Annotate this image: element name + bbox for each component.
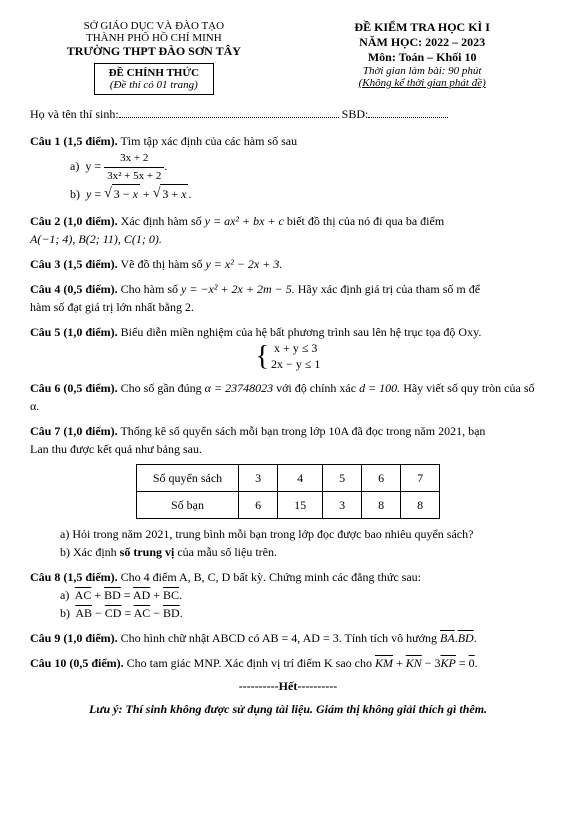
question-9: Câu 9 (1,0 điểm). Cho hình chữ nhật ABCD… bbox=[30, 629, 546, 647]
question-1: Câu 1 (1,5 điểm). Tìm tập xác định của c… bbox=[30, 132, 546, 205]
q7b-text2: của mẫu số liệu trên. bbox=[174, 545, 277, 559]
q7a: a) Hỏi trong năm 2021, trung bình mỗi bạ… bbox=[60, 525, 546, 543]
q7-text2: Lan thu được kết quả như bảng sau. bbox=[30, 440, 546, 458]
header-right: ĐỀ KIỂM TRA HỌC KÌ I NĂM HỌC: 2022 – 202… bbox=[298, 20, 546, 95]
q2-title: Câu 2 (1,0 điểm). bbox=[30, 214, 118, 228]
city-line: THÀNH PHỐ HỒ CHÍ MINH bbox=[30, 32, 278, 44]
q3-title: Câu 3 (1,5 điểm). bbox=[30, 257, 118, 271]
name-field[interactable] bbox=[119, 107, 339, 118]
q9-title: Câu 9 (1,0 điểm). bbox=[30, 631, 118, 645]
q5-sys2: 2x − y ≤ 1 bbox=[271, 357, 320, 373]
q1b-label: b) bbox=[70, 187, 80, 201]
footer-note: Lưu ý: Thí sinh không được sử dụng tài l… bbox=[30, 702, 546, 717]
q1-title: Câu 1 (1,5 điểm). bbox=[30, 134, 118, 148]
q10-title: Câu 10 (0,5 điểm). bbox=[30, 656, 124, 670]
q6-title: Câu 6 (0,5 điểm). bbox=[30, 381, 118, 395]
cell: 3 bbox=[323, 492, 362, 519]
q9-text1: Cho hình chữ nhật ABCD có AB = 4, AD = 3… bbox=[121, 631, 440, 645]
cell: 6 bbox=[239, 492, 278, 519]
year-line: NĂM HỌC: 2022 – 2023 bbox=[298, 35, 546, 50]
q2-points-text: A(−1; 4), B(2; 11), C(1; 0). bbox=[30, 232, 162, 246]
cell: 7 bbox=[401, 465, 440, 492]
q2-eq: y = ax² + bx + c bbox=[205, 214, 284, 228]
name-label: Họ và tên thí sinh: bbox=[30, 107, 119, 121]
q7-title: Câu 7 (1,0 điểm). bbox=[30, 424, 118, 438]
school-line: TRƯỜNG THPT ĐÀO SƠN TÂY bbox=[30, 44, 278, 59]
q7b-bold: số trung vị bbox=[120, 545, 175, 559]
q3-eq: y = x² − 2x + 3. bbox=[205, 257, 282, 271]
question-4: Câu 4 (0,5 điểm). Cho hàm số y = −x² + 2… bbox=[30, 280, 546, 316]
header: SỞ GIÁO DỤC VÀ ĐÀO TẠO THÀNH PHỐ HỒ CHÍ … bbox=[30, 20, 546, 95]
q8a-label: a) bbox=[60, 588, 69, 602]
question-10: Câu 10 (0,5 điểm). Cho tam giác MNP. Xác… bbox=[30, 654, 546, 672]
subject-line: Môn: Toán – Khối 10 bbox=[298, 50, 546, 65]
q8b-label: b) bbox=[60, 606, 70, 620]
q8-title: Câu 8 (1,5 điểm). bbox=[30, 570, 118, 584]
cell: 4 bbox=[278, 465, 323, 492]
table-row: Số bạn 6 15 3 8 8 bbox=[136, 492, 439, 519]
question-6: Câu 6 (0,5 điểm). Cho số gần đúng α = 23… bbox=[30, 379, 546, 415]
box-sub: (Đề thi có 01 trang) bbox=[109, 79, 199, 91]
q7-text1: Thống kê số quyển sách mỗi bạn trong lớp… bbox=[120, 424, 485, 438]
exam-title: ĐỀ KIỂM TRA HỌC KÌ I bbox=[298, 20, 546, 35]
question-2: Câu 2 (1,0 điểm). Xác định hàm số y = ax… bbox=[30, 212, 546, 248]
note-line: (Không kể thời gian phát đề) bbox=[298, 77, 546, 89]
q2-text2: biết đồ thị của nó đi qua ba điểm bbox=[287, 214, 444, 228]
q1a-lhs: y = bbox=[85, 159, 101, 173]
q2-points: A(−1; 4), B(2; 11), C(1; 0). bbox=[30, 230, 546, 248]
q1a-den: 3x² + 5x + 2 bbox=[104, 168, 164, 185]
box-title: ĐỀ CHÍNH THỨC bbox=[109, 67, 199, 79]
q4-text1: Cho hàm số bbox=[121, 282, 181, 296]
q6-d: d = 100. bbox=[359, 381, 400, 395]
q2-text1: Xác định hàm số bbox=[121, 214, 205, 228]
cell: 5 bbox=[323, 465, 362, 492]
q6-text2: với độ chính xác bbox=[276, 381, 359, 395]
q10-text1: Cho tam giác MNP. Xác định vị trí điểm K… bbox=[127, 656, 375, 670]
cell: 6 bbox=[362, 465, 401, 492]
cell: 15 bbox=[278, 492, 323, 519]
q1a-label: a) bbox=[70, 159, 79, 173]
q8b: b) AB − CD = AC − BD. bbox=[60, 604, 546, 622]
q3-text: Vẽ đồ thị hàm số bbox=[120, 257, 205, 271]
sbd-field[interactable] bbox=[368, 107, 448, 118]
header-left: SỞ GIÁO DỤC VÀ ĐÀO TẠO THÀNH PHỐ HỒ CHÍ … bbox=[30, 20, 278, 95]
q7b: b) Xác định số trung vị của mẫu số liệu … bbox=[60, 543, 546, 561]
question-3: Câu 3 (1,5 điểm). Vẽ đồ thị hàm số y = x… bbox=[30, 255, 546, 273]
table-row: Số quyển sách 3 4 5 6 7 bbox=[136, 465, 439, 492]
cell-label: Số quyển sách bbox=[136, 465, 238, 492]
q1a-frac: 3x + 2 3x² + 5x + 2 bbox=[104, 150, 164, 184]
question-5: Câu 5 (1,0 điểm). Biểu diễn miền nghiệm … bbox=[30, 323, 546, 372]
q1a: a) y = 3x + 2 3x² + 5x + 2 . bbox=[70, 150, 546, 184]
q7b-text: b) Xác định bbox=[60, 545, 120, 559]
q8-text: Cho 4 điểm A, B, C, D bất kỳ. Chứng minh… bbox=[121, 570, 421, 584]
dept-line: SỞ GIÁO DỤC VÀ ĐÀO TẠO bbox=[30, 20, 278, 32]
cell: 8 bbox=[401, 492, 440, 519]
q1b: b) y = √3 − x + √3 + x. bbox=[70, 184, 546, 205]
q4-title: Câu 4 (0,5 điểm). bbox=[30, 282, 118, 296]
q5-title: Câu 5 (1,0 điểm). bbox=[30, 325, 118, 339]
q5-system: { x + y ≤ 3 2x − y ≤ 1 bbox=[30, 341, 546, 372]
exam-page: SỞ GIÁO DỤC VÀ ĐÀO TẠO THÀNH PHỐ HỒ CHÍ … bbox=[0, 0, 576, 737]
q4-text2: Hãy xác định giá trị của tham số m để bbox=[298, 282, 480, 296]
q6-text1: Cho số gần đúng bbox=[121, 381, 205, 395]
q5-text: Biểu diễn miền nghiệm của hệ bất phương … bbox=[121, 325, 482, 339]
candidate-row: Họ và tên thí sinh: SBD: bbox=[30, 107, 546, 122]
question-8: Câu 8 (1,5 điểm). Cho 4 điểm A, B, C, D … bbox=[30, 568, 546, 622]
q1a-num: 3x + 2 bbox=[104, 150, 164, 168]
q4-eq: y = −x² + 2x + 2m − 5. bbox=[181, 282, 295, 296]
official-box: ĐỀ CHÍNH THỨC (Đề thi có 01 trang) bbox=[94, 63, 214, 95]
q4-text3: hàm số đạt giá trị lớn nhất bằng 2. bbox=[30, 298, 546, 316]
cell-label: Số bạn bbox=[136, 492, 238, 519]
q6-alpha: α = 23748023 bbox=[205, 381, 273, 395]
q1-text: Tìm tập xác định của các hàm số sau bbox=[120, 134, 297, 148]
question-7: Câu 7 (1,0 điểm). Thống kê số quyển sách… bbox=[30, 422, 546, 561]
q8a: a) AC + BD = AD + BC. bbox=[60, 586, 546, 604]
q5-sys1: x + y ≤ 3 bbox=[271, 341, 320, 357]
cell: 8 bbox=[362, 492, 401, 519]
q7-table: Số quyển sách 3 4 5 6 7 Số bạn 6 15 3 8 … bbox=[136, 464, 440, 519]
cell: 3 bbox=[239, 465, 278, 492]
duration-line: Thời gian làm bài: 90 phút bbox=[298, 65, 546, 77]
sbd-label: SBD: bbox=[342, 107, 369, 121]
end-marker: ----------Hết---------- bbox=[30, 679, 546, 694]
